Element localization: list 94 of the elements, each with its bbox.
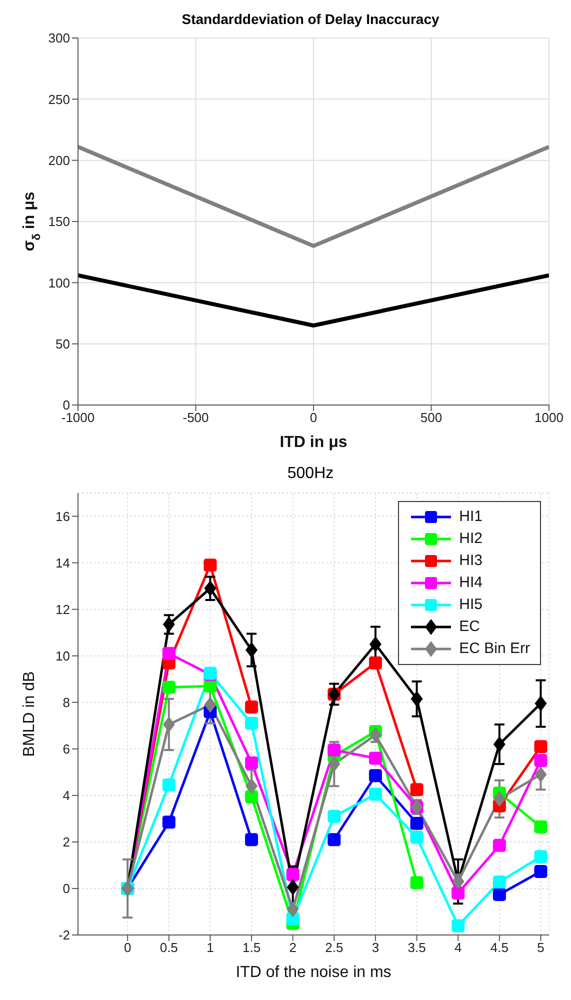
point <box>204 680 217 693</box>
legend-label: HI5 <box>459 595 482 615</box>
x-tick-label: 0 <box>124 940 132 956</box>
y-tick-label: 50 <box>56 336 70 352</box>
point <box>369 636 382 652</box>
legend-label: HI2 <box>459 529 482 549</box>
x-tick-label: -500 <box>182 410 209 426</box>
y-tick-label: 100 <box>48 275 70 290</box>
x-axis-title: ITD of the noise in ms <box>236 964 392 981</box>
y-tick-label: 0 <box>62 398 70 413</box>
x-tick-label: 0.5 <box>160 940 178 956</box>
point <box>328 756 340 772</box>
point <box>492 838 506 852</box>
point <box>368 656 382 670</box>
point <box>452 886 465 900</box>
x-tick-label: 2 <box>289 940 296 956</box>
x-tick-label: 500 <box>420 410 442 426</box>
point <box>410 816 424 830</box>
point <box>246 778 258 794</box>
point <box>246 642 258 658</box>
x-tick-label: 3 <box>372 940 380 956</box>
legend-label: EC Bin Err <box>459 639 530 659</box>
y-tick-label: 0 <box>62 881 70 896</box>
point <box>245 756 258 770</box>
x-tick-label: 1 <box>206 940 214 956</box>
legend-label: HI4 <box>459 573 482 593</box>
x-tick-label: 1.5 <box>242 940 261 956</box>
point <box>328 810 341 823</box>
x-tick-label: 0 <box>310 410 318 426</box>
point <box>204 696 216 713</box>
y-tick-label: 2 <box>62 834 70 850</box>
chart-title: Standarddeviation of Delay Inaccuracy <box>180 10 440 29</box>
point <box>162 616 175 632</box>
y-tick-label: 6 <box>62 742 70 757</box>
point <box>410 876 424 890</box>
point <box>368 788 382 801</box>
chart-title: 500Hz <box>286 464 335 484</box>
point <box>328 833 341 846</box>
y-tick-label: 10 <box>56 648 70 664</box>
x-tick-label: 4.5 <box>490 940 508 956</box>
point <box>162 778 176 792</box>
x-tick-label: -1000 <box>61 410 95 426</box>
y-tick-label: 12 <box>56 602 70 617</box>
point <box>410 830 424 844</box>
point <box>286 901 299 918</box>
point <box>245 700 258 714</box>
legend-label: HI3 <box>459 551 482 571</box>
point <box>410 783 424 796</box>
point <box>534 754 548 768</box>
x-axis-title: ITD in μs <box>280 434 348 451</box>
point <box>534 766 547 782</box>
x-tick-label: 4 <box>454 940 462 956</box>
x-tick-label: 3.5 <box>408 940 426 956</box>
point <box>492 888 506 902</box>
point <box>534 740 548 754</box>
point <box>328 744 341 757</box>
point <box>286 868 300 882</box>
point <box>162 716 175 732</box>
point <box>493 736 506 752</box>
y-tick-label: 250 <box>48 92 70 107</box>
y-tick-label: 16 <box>56 508 70 524</box>
legend-label: EC <box>459 617 480 637</box>
point <box>369 726 382 743</box>
point <box>534 864 548 878</box>
point <box>492 875 506 888</box>
y-tick-label: 8 <box>62 694 70 710</box>
x-tick-label: 2.5 <box>325 940 344 956</box>
point <box>245 716 258 730</box>
x-tick-label: 5 <box>537 940 544 956</box>
y-tick-label: 14 <box>56 555 70 570</box>
point <box>162 816 176 829</box>
point <box>534 850 548 864</box>
point <box>534 696 547 712</box>
point <box>534 820 548 834</box>
point <box>410 690 423 707</box>
y-tick-label: 200 <box>48 152 70 168</box>
point <box>162 680 176 694</box>
point <box>204 558 217 572</box>
legend-label: HI1 <box>459 507 482 527</box>
point <box>245 833 258 846</box>
point <box>162 647 176 660</box>
y-tick-label: 150 <box>48 214 70 230</box>
point <box>204 580 216 596</box>
point <box>452 919 465 932</box>
y-tick-label: -2 <box>58 928 70 943</box>
y-tick-label: 300 <box>48 30 70 46</box>
point <box>368 769 382 782</box>
y-axis-title: BMLD in dB <box>21 671 38 757</box>
point <box>493 790 506 807</box>
y-tick-label: 4 <box>62 788 70 804</box>
point <box>368 752 382 765</box>
point <box>286 879 299 896</box>
x-tick-label: 1000 <box>534 410 564 426</box>
point <box>245 790 258 804</box>
